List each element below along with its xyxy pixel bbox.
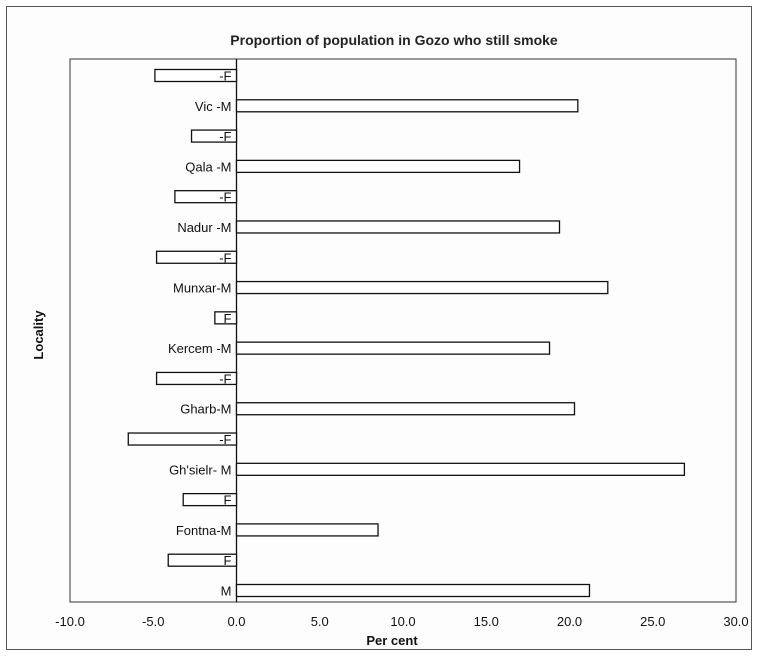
category-label: Nadur -M <box>177 220 231 235</box>
x-tick-label: -5.0 <box>142 614 164 629</box>
bars-group <box>127 68 686 598</box>
category-label: Kercem -M <box>168 341 232 356</box>
category-label: Gharb-M <box>180 402 231 417</box>
plot-area <box>69 58 737 603</box>
bar <box>174 190 238 204</box>
chart-frame: Proportion of population in Gozo who sti… <box>6 6 752 650</box>
bar <box>235 220 561 234</box>
category-label: M <box>221 584 232 599</box>
bar <box>235 523 379 537</box>
x-tick-label: -10.0 <box>55 614 85 629</box>
bar <box>127 432 238 446</box>
category-label: -F <box>219 190 231 205</box>
x-tick-label: 5.0 <box>311 614 329 629</box>
bar-chart: Proportion of population in Gozo who sti… <box>31 32 749 648</box>
x-tick-label: 10.0 <box>390 614 415 629</box>
category-label: Vic -M <box>195 99 232 114</box>
category-label: F <box>224 493 232 508</box>
bar <box>235 583 591 598</box>
x-tick-labels-group: -10.0 -5.0 0.0 5.0 10.0 15.0 20.0 25.0 30.0 <box>55 614 748 629</box>
category-label: -F <box>219 371 231 386</box>
bar <box>155 250 238 264</box>
category-label: F <box>224 311 232 326</box>
bar <box>155 371 238 386</box>
x-tick-label: 20.0 <box>557 614 582 629</box>
x-tick-label: 0.0 <box>227 614 245 629</box>
bar <box>235 99 579 113</box>
x-tick-label: 30.0 <box>723 614 748 629</box>
category-label: Qala -M <box>185 159 231 174</box>
x-tick-label: 15.0 <box>474 614 499 629</box>
bar <box>235 280 609 295</box>
bar <box>154 68 238 83</box>
category-labels-group: -F Vic -M -F Qala -M -F Nadur -M -F Munxar-M F Ke… <box>168 69 232 599</box>
category-label: Fontna-M <box>176 523 232 538</box>
y-axis-title: Locality <box>31 310 46 360</box>
category-label: Munxar-M <box>173 281 232 296</box>
category-label: -F <box>219 69 231 84</box>
bar <box>190 129 238 143</box>
category-label: -F <box>219 129 231 144</box>
category-label: Gh'sielr- M <box>169 462 231 477</box>
x-axis-title: Per cent <box>366 633 418 648</box>
category-label: -F <box>219 432 231 447</box>
category-label: F <box>224 553 232 568</box>
bar <box>167 553 238 567</box>
bar <box>214 311 238 325</box>
chart-title: Proportion of population in Gozo who sti… <box>230 32 558 48</box>
bar <box>235 341 551 355</box>
bar <box>235 159 521 174</box>
category-label: -F <box>219 250 231 265</box>
bar <box>235 402 576 416</box>
x-tick-label: 25.0 <box>640 614 665 629</box>
bar <box>182 492 238 507</box>
bar <box>235 462 686 476</box>
